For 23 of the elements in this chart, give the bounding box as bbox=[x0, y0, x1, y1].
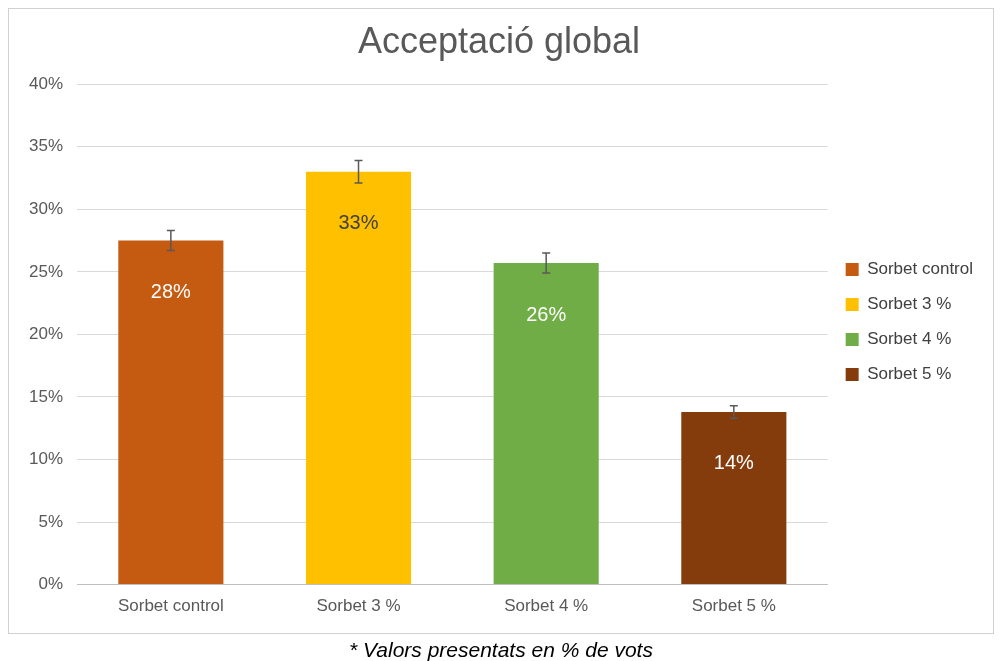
x-tick-label: Sorbet 5 % bbox=[691, 596, 776, 616]
legend-label: Sorbet control bbox=[867, 259, 974, 279]
y-tick-label: 0% bbox=[38, 574, 64, 594]
x-tick-label: Sorbet control bbox=[117, 596, 224, 616]
x-tick-label: Sorbet 4 % bbox=[504, 596, 589, 616]
legend-label: Sorbet 5 % bbox=[867, 364, 952, 384]
y-tick-label: 30% bbox=[28, 198, 64, 218]
y-tick-label: 5% bbox=[38, 511, 64, 531]
text: * Valors presentats en % de vots bbox=[348, 638, 654, 661]
y-tick-label: 15% bbox=[28, 386, 64, 406]
y-tick-label: 40% bbox=[28, 73, 64, 93]
data-label: 28% bbox=[150, 280, 192, 303]
chart-title: Acceptació global bbox=[357, 19, 641, 61]
x-tick-label: Sorbet 3 % bbox=[316, 596, 401, 616]
y-tick-label: 10% bbox=[28, 449, 64, 469]
data-label: 26% bbox=[526, 302, 567, 325]
legend-label: Sorbet 4 % bbox=[867, 329, 952, 349]
data-label: 33% bbox=[338, 211, 379, 234]
y-tick-label: 35% bbox=[28, 136, 64, 156]
legend-label: Sorbet 3 % bbox=[867, 294, 952, 314]
y-tick-label: 25% bbox=[28, 261, 64, 281]
y-tick-label: 20% bbox=[28, 324, 64, 344]
data-label: 14% bbox=[713, 451, 755, 474]
